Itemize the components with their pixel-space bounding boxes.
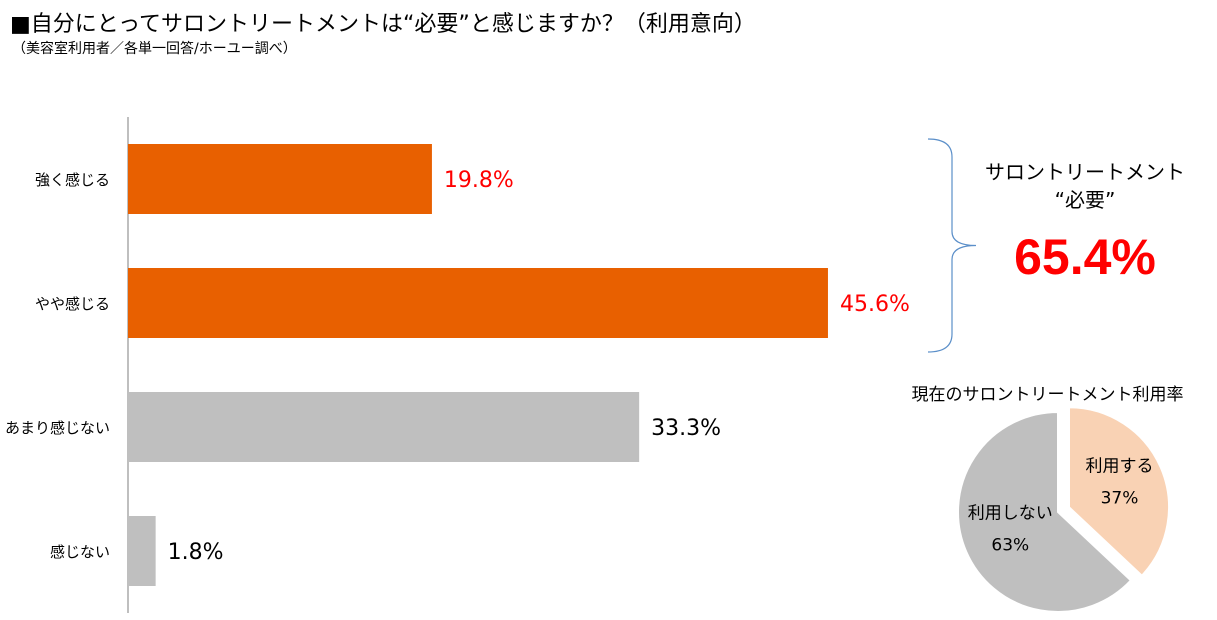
- pie-value-label-1: 37%: [1101, 488, 1139, 508]
- pie-category-label-1: 利用する: [1085, 456, 1153, 476]
- pie-slice-2: [957, 410, 1133, 613]
- summary-label-line1: サロントリートメント: [985, 160, 1185, 184]
- pie-chart: 利用する 37% 利用しない 63%: [957, 406, 1171, 613]
- pie-value-label-2: 63%: [991, 536, 1029, 556]
- value-label-1: 19.8%: [444, 168, 514, 193]
- pie-title: 現在のサロントリートメント利用率: [911, 385, 1184, 405]
- bar-3: [128, 392, 640, 462]
- value-label-2: 45.6%: [840, 292, 910, 317]
- chart-subtitle: （美容室利用者／各単一回答/ホーユー調べ）: [12, 41, 297, 57]
- pie-category-label-2: 利用しない: [968, 504, 1053, 524]
- chart-title: ■自分にとってサロントリートメントは“必要”と感じますか？（利用意向）: [10, 12, 756, 37]
- summary-value: 65.4%: [1014, 229, 1156, 285]
- category-label-3: あまり感じない: [5, 419, 110, 437]
- pie-slice-1: [1068, 406, 1171, 578]
- bar-2: [128, 268, 828, 338]
- bar-1: [128, 144, 432, 214]
- category-label-4: 感じない: [50, 543, 110, 561]
- value-label-3: 33.3%: [651, 416, 721, 441]
- category-label-2: やや感じる: [35, 295, 110, 313]
- bar-4: [128, 516, 156, 586]
- group-bracket: [927, 138, 977, 353]
- value-label-4: 1.8%: [168, 540, 224, 565]
- summary-label-line2: “必要”: [1054, 188, 1116, 212]
- category-label-1: 強く感じる: [35, 171, 110, 189]
